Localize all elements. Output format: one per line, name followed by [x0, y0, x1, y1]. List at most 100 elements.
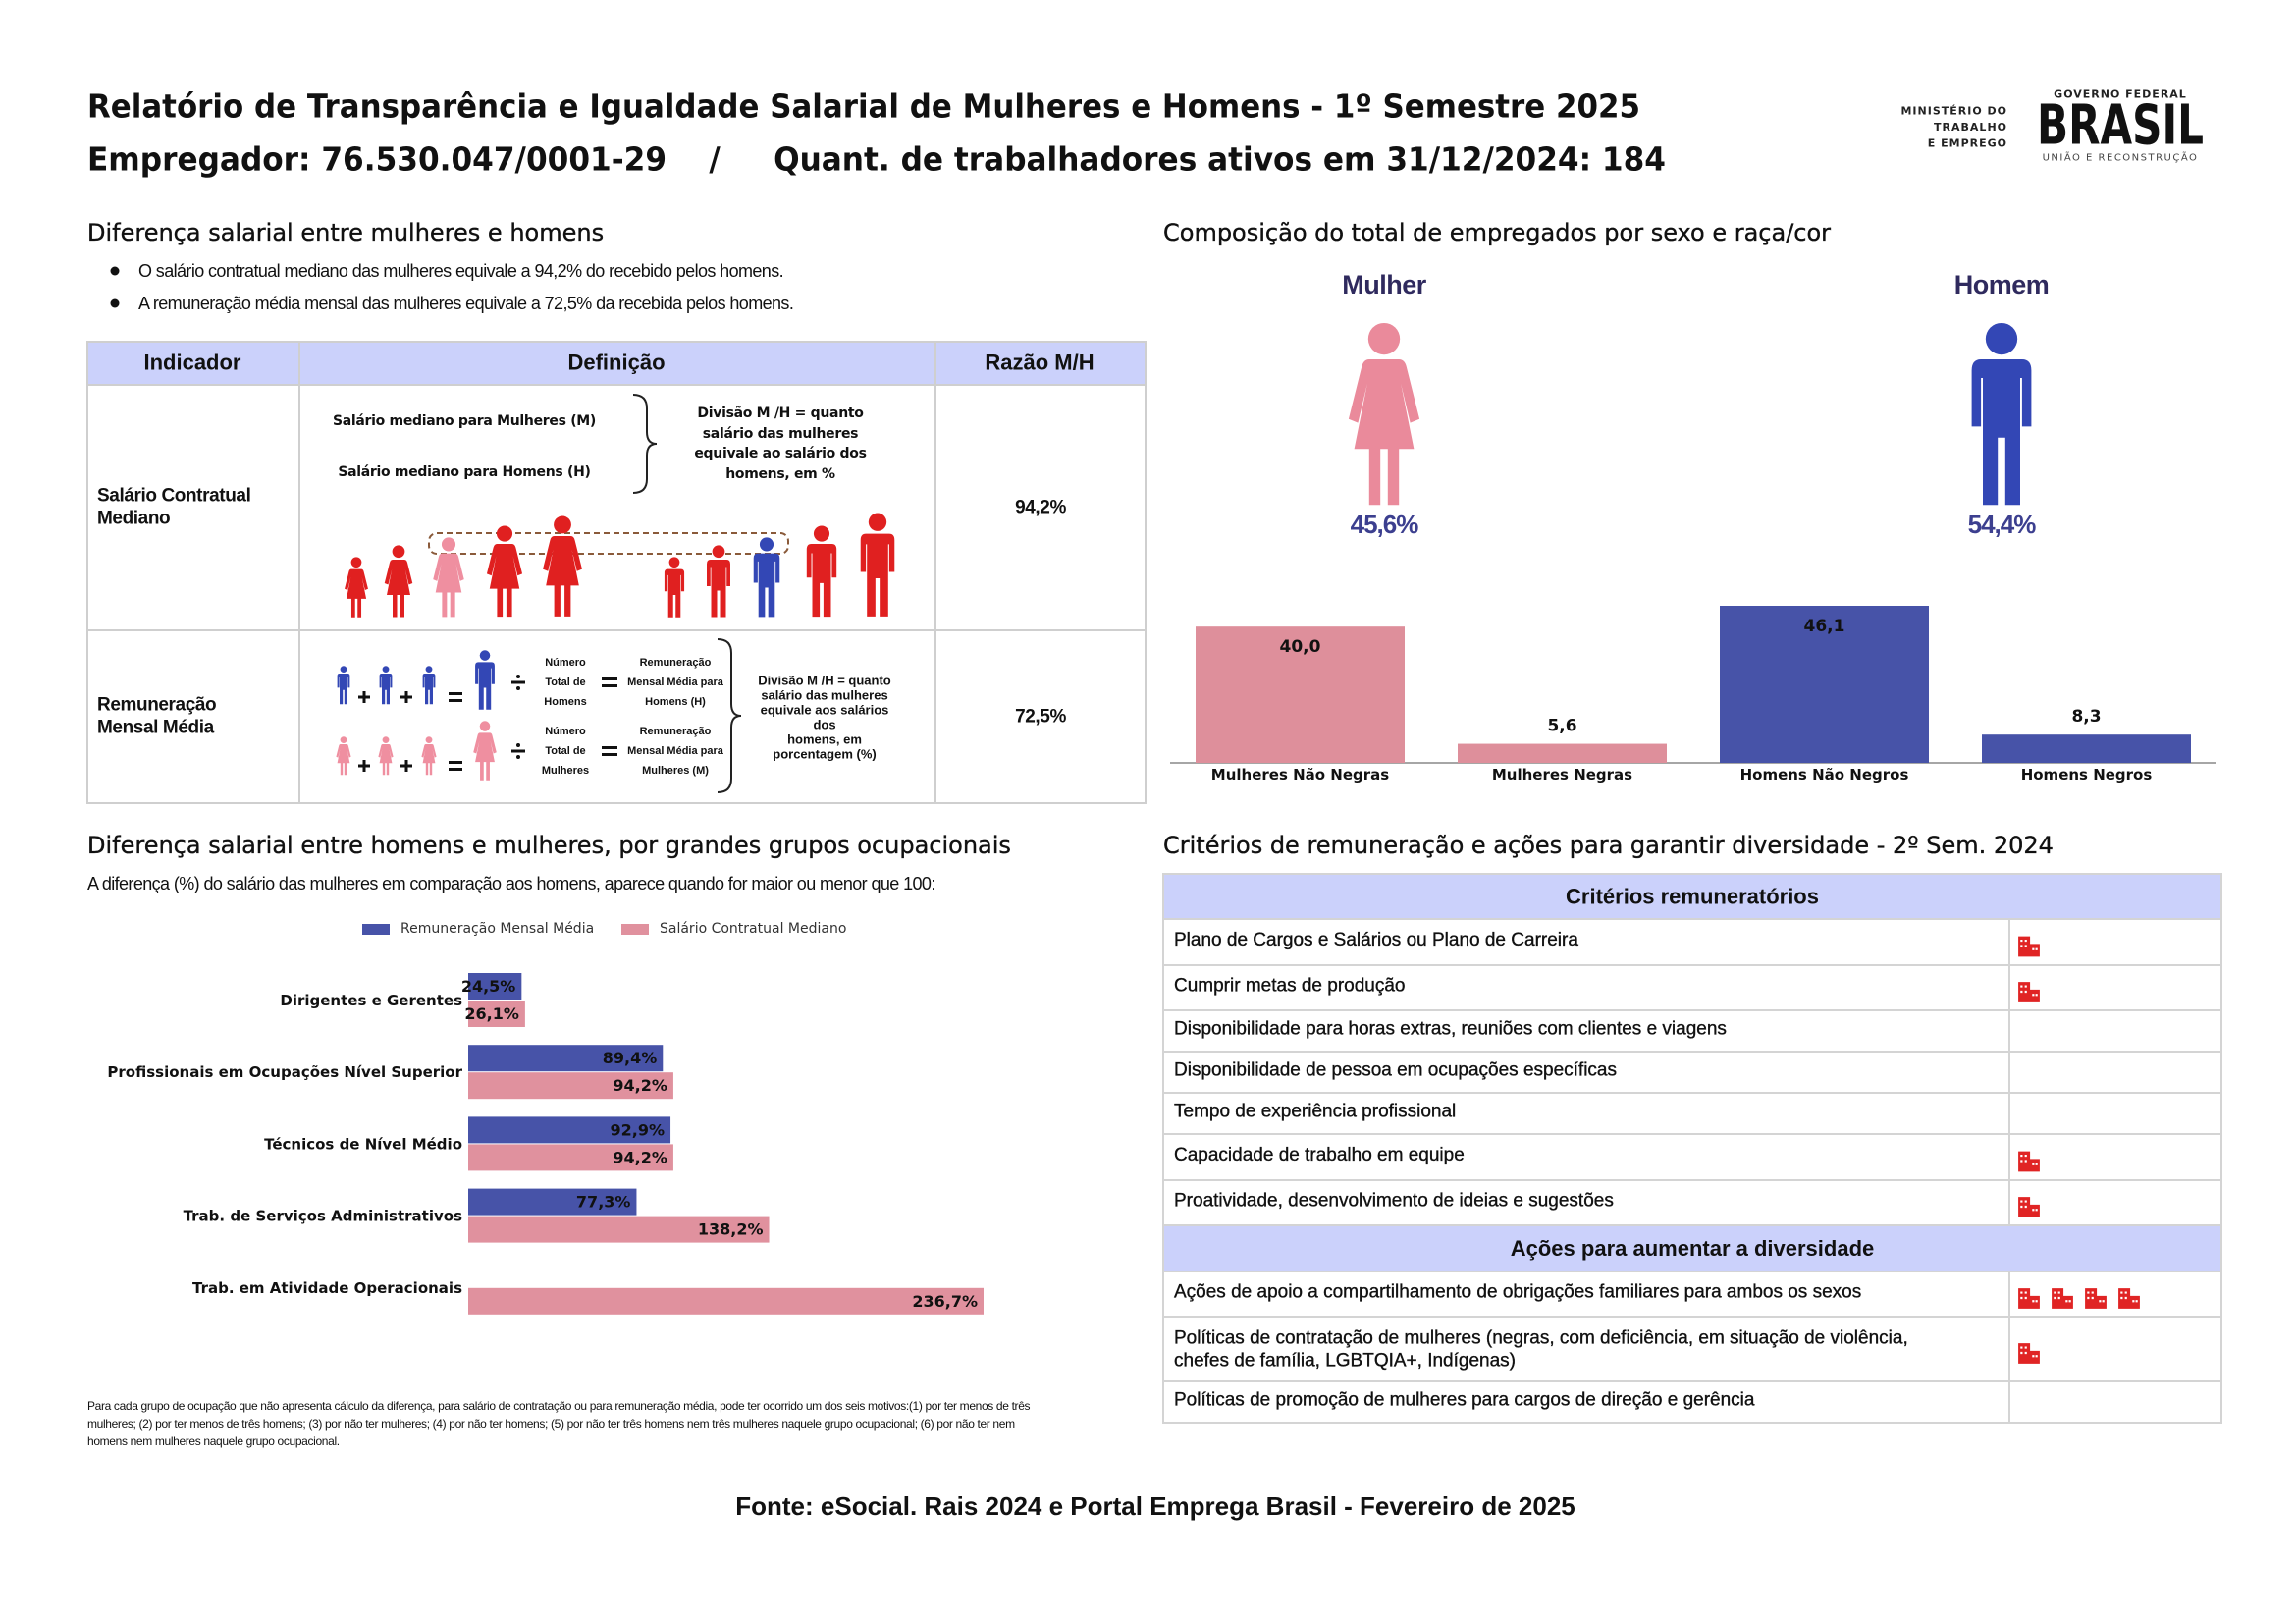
bar [1720, 606, 1929, 763]
footnote: homens nem mulheres naquele grupo ocupac… [87, 1434, 340, 1448]
equals-sign [449, 761, 462, 764]
ratio-value: 94,2% [1015, 498, 1066, 518]
woman-icon [421, 736, 437, 776]
woman-icon [473, 721, 497, 781]
bullet-dot [110, 298, 120, 308]
bar [468, 1001, 525, 1027]
woman-icon [384, 545, 413, 618]
criteria-item: Plano de Cargos e Salários ou Plano de C… [1174, 930, 1578, 950]
criteria-item: Proatividade, desenvolvimento de ideias … [1174, 1191, 1614, 1212]
category-label: Trab. em Atividade Operacionais [192, 1279, 462, 1297]
man-icon [860, 513, 895, 617]
brace [632, 394, 658, 494]
formula-text: Total de [545, 676, 585, 688]
bar [1982, 734, 2191, 763]
brace [717, 638, 742, 793]
formula-text: Homens [544, 696, 586, 708]
male-label: Homem [1954, 270, 2050, 299]
criteria-icon [2018, 1288, 2040, 1309]
value-label: 236,7% [912, 1292, 978, 1311]
category-label: Dirigentes e Gerentes [280, 992, 462, 1009]
ministry-name: E EMPREGO [1928, 137, 2007, 150]
equals-sign [449, 768, 462, 771]
table-header: Indicador [143, 351, 240, 375]
value-label: 94,2% [613, 1148, 667, 1166]
divide-sign [511, 749, 525, 753]
formula-text: Número [545, 726, 586, 737]
equals-sign [602, 684, 617, 687]
woman-icon [433, 537, 464, 618]
formula-text: Homens (H) [645, 696, 706, 708]
definition-note: Divisão M /H = quanto [758, 674, 890, 688]
bar [468, 1116, 671, 1144]
divide-sign [516, 755, 520, 759]
page-title: Relatório de Transparência e Igualdade S… [87, 87, 1640, 126]
bullet-text: O salário contratual mediano das mulhere… [138, 261, 783, 281]
bar [468, 1216, 770, 1243]
criteria-item: Disponibilidade para horas extras, reuni… [1174, 1019, 1727, 1040]
equals-sign [602, 753, 617, 756]
value-label: 89,4% [603, 1049, 658, 1067]
woman-icon [486, 525, 523, 618]
legend-swatch [621, 924, 649, 935]
definition-note: dos [813, 718, 835, 732]
table-header-bg [87, 342, 1146, 385]
equals-sign [449, 692, 462, 695]
brand-logo: BRASIL [2037, 94, 2204, 158]
definition-text: Salário mediano para Homens (H) [338, 464, 590, 480]
category-label: Homens Negros [2021, 766, 2153, 784]
value-label: 138,2% [698, 1220, 764, 1239]
formula-text: Mulheres [542, 765, 589, 777]
value-label: 46,1 [1804, 617, 1845, 636]
legend-swatch [362, 924, 390, 935]
criteria-item: Ações de apoio a compartilhamento de obr… [1174, 1282, 1861, 1303]
female-label: Mulher [1342, 270, 1426, 299]
footnote: mulheres; (2) por ter menos de três home… [87, 1417, 1015, 1431]
category-label: Técnicos de Nível Médio [264, 1135, 462, 1153]
value-label: 94,2% [613, 1076, 667, 1095]
definition-note: homens, em [787, 732, 862, 747]
category-label: Trab. de Serviços Administrativos [184, 1208, 462, 1225]
criteria-item: Cumprir metas de produção [1174, 976, 1406, 997]
plus-sign [362, 760, 366, 772]
category-label: Mulheres Negras [1492, 766, 1632, 784]
man-icon [475, 650, 495, 710]
footnote: Para cada grupo de ocupação que não apre… [87, 1399, 1031, 1413]
formula-text: Mensal Média para [627, 745, 724, 757]
definition-note: porcentagem (%) [773, 747, 876, 762]
category-label: Homens Não Negros [1740, 766, 1909, 784]
criteria-item: Capacidade de trabalho em equipe [1174, 1145, 1465, 1165]
plus-sign [404, 760, 408, 772]
bar [1458, 743, 1667, 763]
equals-sign [449, 699, 462, 702]
bar [468, 1045, 664, 1072]
man-icon [753, 537, 780, 618]
ratio-value: 72,5% [1015, 707, 1066, 728]
bar [468, 973, 522, 1000]
woman-icon [378, 736, 394, 776]
criteria-icon [2118, 1288, 2140, 1309]
category-label: Profissionais em Ocupações Nível Superio… [107, 1063, 462, 1081]
bar [468, 1144, 673, 1171]
definition-note: salário das mulheres [761, 688, 887, 703]
bar [468, 1287, 984, 1315]
section-subtitle: A diferença (%) do salário das mulheres … [87, 874, 935, 893]
formula-text: Total de [545, 745, 585, 757]
man-icon [707, 545, 730, 618]
bar [468, 1072, 673, 1100]
woman-icon [345, 557, 368, 618]
definition-text: Salário mediano para Mulheres (M) [333, 413, 596, 429]
formula-text: Mensal Média para [627, 676, 724, 688]
plus-sign [362, 691, 366, 703]
ministry-name: TRABALHO [1934, 121, 2007, 134]
man-icon [379, 666, 393, 705]
male-share: 54,4% [1968, 510, 2037, 539]
indicator-name: Salário Contratual [97, 486, 250, 507]
ministry-name: MINISTÉRIO DO [1900, 105, 2007, 118]
formula-text: Remuneração [640, 726, 712, 737]
divide-sign [511, 680, 525, 684]
page-subtitle: Empregador: 76.530.047/0001-29 / Quant. … [87, 140, 1666, 179]
divide-sign [516, 675, 520, 678]
